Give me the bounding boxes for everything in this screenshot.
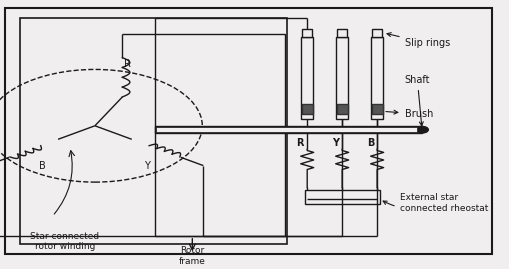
Polygon shape [155, 126, 422, 133]
Polygon shape [302, 29, 312, 37]
Text: R: R [124, 59, 131, 69]
Polygon shape [337, 29, 347, 37]
Text: Slip rings: Slip rings [387, 33, 450, 48]
Polygon shape [301, 37, 313, 119]
Polygon shape [336, 104, 348, 114]
Polygon shape [302, 104, 313, 114]
Polygon shape [156, 128, 417, 132]
Text: R: R [296, 138, 303, 148]
Polygon shape [372, 104, 383, 114]
Text: Shaft: Shaft [405, 75, 430, 126]
Polygon shape [372, 29, 382, 37]
Text: B: B [367, 138, 374, 148]
Polygon shape [336, 37, 348, 119]
Text: Brush: Brush [386, 109, 433, 119]
Text: Star connected
rotor winding: Star connected rotor winding [31, 232, 99, 251]
Polygon shape [371, 37, 383, 119]
Text: Y: Y [332, 138, 339, 148]
Text: Y: Y [145, 161, 150, 171]
Circle shape [416, 126, 429, 133]
Text: External star
connected rheostat: External star connected rheostat [383, 193, 488, 213]
Text: B: B [39, 161, 46, 171]
Text: Rotor
frame: Rotor frame [179, 246, 206, 266]
